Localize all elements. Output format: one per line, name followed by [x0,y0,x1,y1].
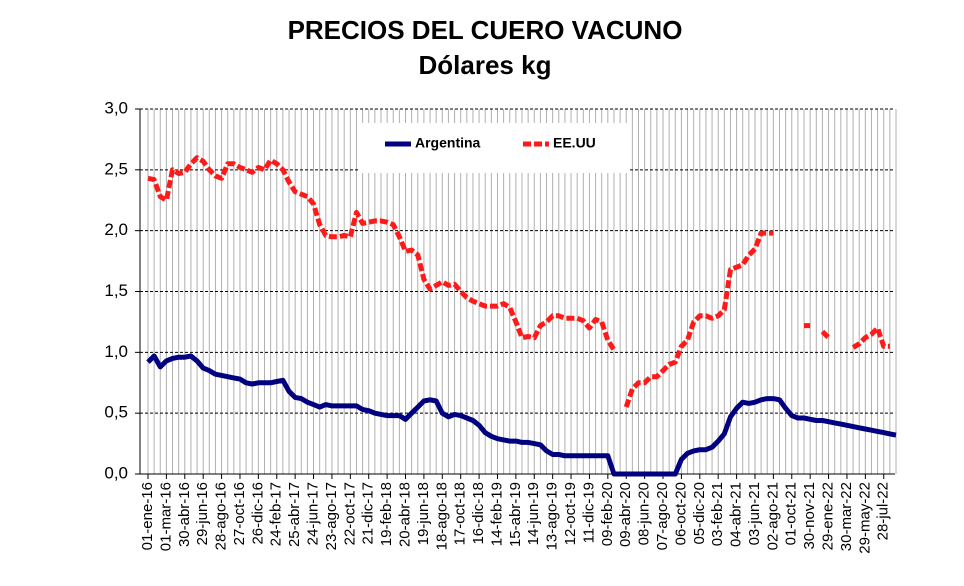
x-tick-label: 08-jun-20 [636,482,653,545]
x-tick-label: 29-ene-22 [820,482,837,550]
x-tick-label: 29-jun-16 [194,482,211,545]
x-tick-label: 26-dic-16 [249,482,266,545]
x-tick-label: 22-oct-17 [341,482,358,545]
x-tick-label: 02-ago-21 [764,482,781,550]
x-tick-label: 29-may-22 [856,482,873,554]
x-tick-label: 30-nov-21 [801,482,818,550]
x-tick-label: 16-dic-18 [470,482,487,545]
x-tick-label: 30-abr-16 [176,482,193,547]
x-tick-label: 14-feb-19 [488,482,505,546]
y-tick-label: 3,0 [104,98,128,117]
x-tick-label: 09-abr-20 [617,482,634,547]
x-tick-label: 12-oct-19 [562,482,579,545]
x-tick-label: 19-feb-18 [378,482,395,546]
x-tick-label: 01-oct-21 [783,482,800,545]
y-tick-label: 0,0 [104,463,128,482]
x-tick-label: 30-mar-22 [838,482,855,551]
chart-subtitle: Dólares kg [419,50,552,80]
chart-title: PRECIOS DEL CUERO VACUNO [288,15,683,45]
x-tick-label: 18-ago-18 [433,482,450,550]
x-tick-label: 03-jun-21 [746,482,763,545]
x-tick-label: 28-jul-22 [875,482,892,540]
x-tick-label: 17-oct-18 [452,482,469,545]
x-tick-label: 01-mar-16 [157,482,174,551]
y-tick-label: 0,5 [104,403,128,422]
x-tick-label: 13-ago-19 [544,482,561,550]
legend-box [358,123,630,173]
x-tick-label: 01-ene-16 [139,482,156,550]
x-tick-label: 09-feb-20 [599,482,616,546]
x-tick-label: 27-oct-16 [231,482,248,545]
y-tick-label: 2,0 [104,220,128,239]
x-tick-label: 23-ago-17 [323,482,340,550]
x-tick-label: 24-feb-17 [268,482,285,546]
x-tick-label: 21-dic-17 [360,482,377,545]
series-line [146,353,897,477]
x-tick-label: 03-feb-21 [709,482,726,546]
y-tick-label: 1,0 [104,342,128,361]
x-tick-label: 07-ago-20 [654,482,671,550]
x-tick-label: 04-abr-21 [728,482,745,547]
x-tick-label: 11-dic-19 [580,482,597,543]
x-tick-label: 15-abr-19 [507,482,524,547]
x-tick-label: 25-abr-17 [286,482,303,547]
x-tick-label: 06-oct-20 [672,482,689,545]
x-tick-label: 24-jun-17 [305,482,322,545]
x-tick-label: 05-dic-20 [691,482,708,545]
x-tick-label: 20-abr-18 [396,482,413,547]
x-tick-label: 14-jun-19 [525,482,542,545]
x-tick-label: 28-ago-16 [213,482,230,550]
y-tick-label: 2,5 [104,159,128,178]
legend-label: EE.UU [553,135,596,151]
x-tick-label: 19-jun-18 [415,482,432,545]
series-line [147,155,890,408]
y-tick-label: 1,5 [104,281,128,300]
legend-label: Argentina [415,135,481,151]
